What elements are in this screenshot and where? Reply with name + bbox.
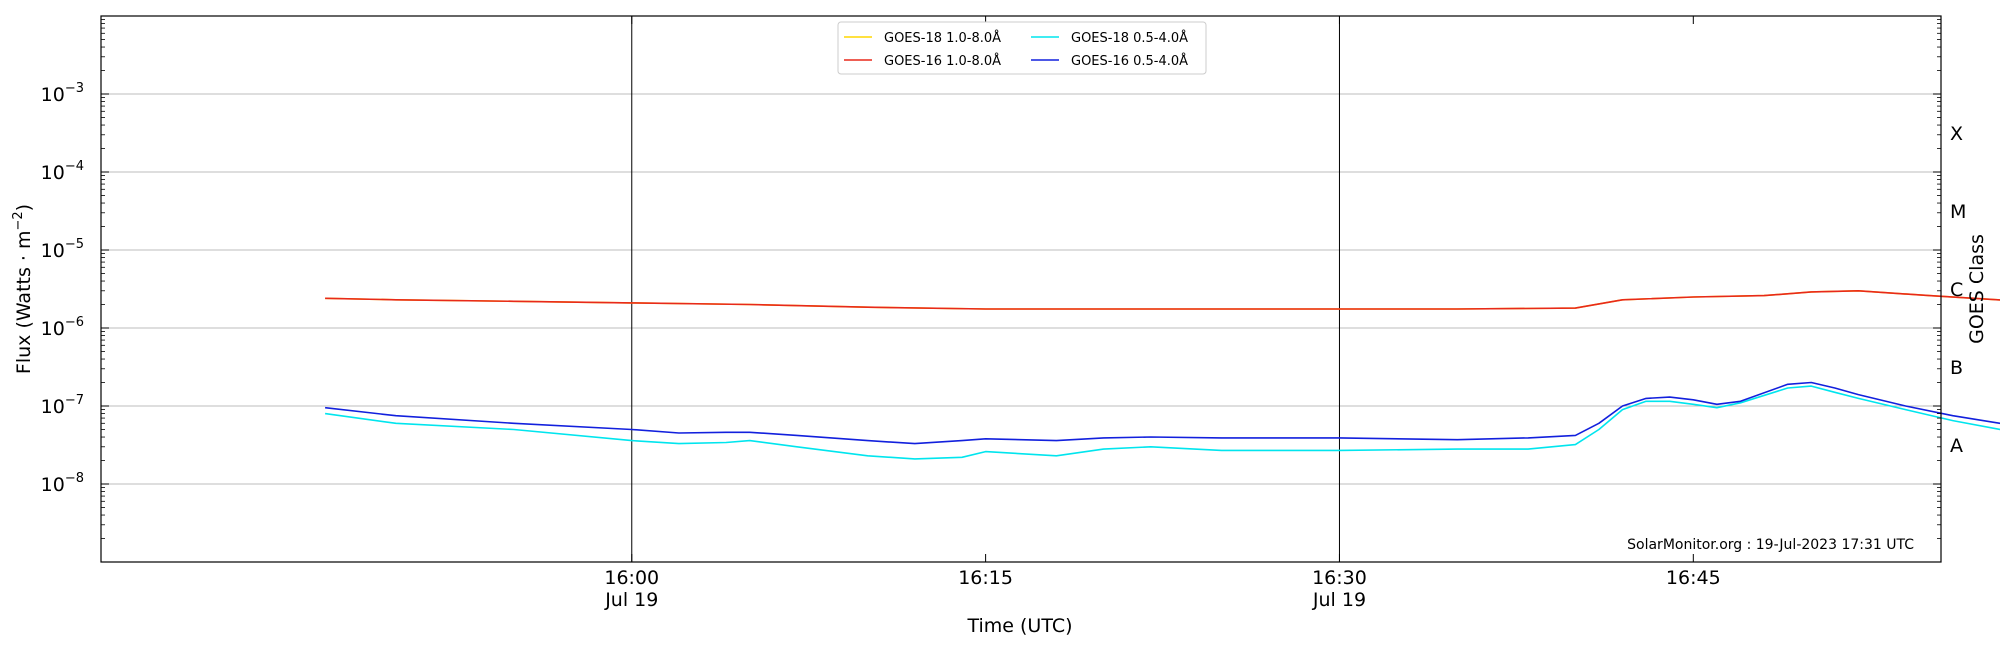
credit-text: SolarMonitor.org : 19-Jul-2023 17:31 UTC	[1627, 537, 1914, 553]
y-tick-label-base: 10	[41, 84, 65, 106]
goes-class-axis-label: GOES Class	[1966, 234, 1988, 344]
y-tick-label-exponent: −7	[65, 393, 84, 408]
y-axis-label-close: )	[13, 204, 35, 211]
y-tick-label: 10−6	[41, 315, 84, 340]
series-line-3	[325, 381, 2000, 445]
y-tick-label-base: 10	[41, 318, 65, 340]
legend-entry-label: GOES-16 1.0-8.0Å	[884, 53, 1001, 69]
x-tick-date-label: Jul 19	[1312, 589, 1366, 611]
legend-entry-label: GOES-16 0.5-4.0Å	[1071, 53, 1188, 69]
series-layer	[324, 289, 2000, 460]
x-tick-label: 16:30	[1312, 567, 1367, 589]
y-tick-label: 10−5	[41, 237, 84, 262]
legend-entry-label: GOES-18 0.5-4.0Å	[1071, 30, 1188, 46]
y-tick-label-base: 10	[41, 240, 65, 262]
y-tick-label: 10−7	[41, 393, 84, 418]
series-line-2	[324, 385, 2000, 460]
legend-entry-label: GOES-18 1.0-8.0Å	[884, 30, 1001, 46]
legend: GOES-18 1.0-8.0Å GOES-16 1.0-8.0Å GOES-18 …	[837, 21, 1207, 75]
x-tick-label: 16:45	[1666, 567, 1721, 589]
goes-class-label: A	[1950, 435, 1963, 457]
goes-class-label: C	[1950, 279, 1963, 301]
y-tick-label-exponent: −3	[65, 81, 84, 96]
y-axis-label-sup: −2	[11, 211, 26, 230]
x-tick-date-label: Jul 19	[604, 589, 658, 611]
plot-frame	[100, 15, 1942, 563]
y-tick-label-exponent: −8	[65, 471, 84, 486]
y-tick-label-exponent: −4	[65, 159, 84, 174]
goes-class-label: M	[1950, 201, 1966, 223]
legend-box	[837, 21, 1207, 75]
y-tick-label: 10−3	[41, 81, 84, 106]
x-axis-label: Time (UTC)	[966, 615, 1072, 637]
series-line-1	[325, 289, 2000, 310]
y-tick-label: 10−8	[41, 471, 84, 496]
x-tick-label: 16:15	[958, 567, 1013, 589]
y-axis-label-main: Flux (Watts · m	[13, 231, 35, 375]
y-tick-label-exponent: −6	[65, 315, 84, 330]
day-boundary-lines	[631, 16, 1340, 562]
y-tick-label-base: 10	[41, 396, 65, 418]
y-tick-label-exponent: −5	[65, 237, 84, 252]
y-tick-label-base: 10	[41, 474, 65, 496]
goes-class-label: X	[1950, 123, 1963, 145]
grid-layer	[101, 93, 1941, 485]
x-tick-label: 16:00	[604, 567, 659, 589]
y-axis-label: Flux (Watts · m−2)	[11, 204, 35, 374]
goes-class-label: B	[1950, 357, 1963, 379]
y-tick-label: 10−4	[41, 159, 84, 184]
y-tick-label-base: 10	[41, 162, 65, 184]
